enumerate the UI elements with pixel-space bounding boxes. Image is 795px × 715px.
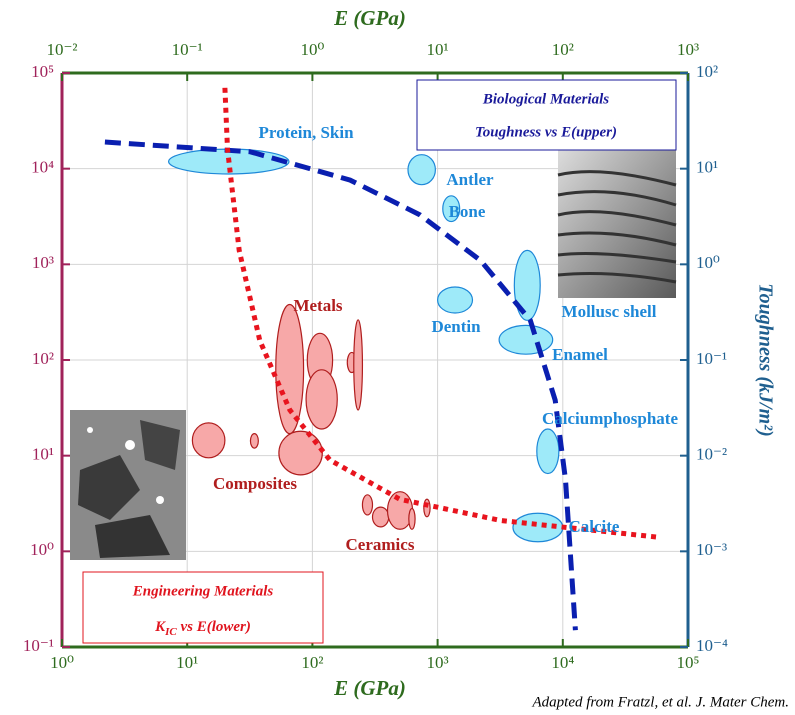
x-tick-label: 10² [301,653,323,672]
y2-tick-label: 10⁻⁴ [696,636,728,655]
x-tick-label: 10⁴ [551,653,574,672]
region-label: Mollusc shell [562,302,657,321]
region [372,507,388,527]
caption: Adapted from Fratzl, et al. J. Mater Che… [532,694,790,710]
region [192,423,225,458]
region-label: Composites [213,474,297,493]
y2-axis-title: Toughness (kJ/m²) [754,283,776,437]
sub-rest: vs E(lower) [177,619,251,635]
y2-tick-label: 10⁻² [696,445,727,464]
region [362,495,372,515]
x-tick-label: 10⁰ [50,653,74,672]
region [409,509,415,530]
x-tick-label: 10³ [427,653,449,672]
x-tick-label: 10¹ [176,653,198,672]
region [438,287,473,313]
region [306,370,337,429]
region [514,250,540,320]
y2-tick-label: 10⁻¹ [696,349,727,368]
y2-tick-label: 10⁰ [696,253,720,272]
bio-box-subtitle: Toughness vs E(upper) [475,124,617,140]
x2-tick-label: 10⁻¹ [172,40,203,59]
region-label: Metals [293,296,342,315]
y-tick-label: 10² [32,349,54,368]
region-label: Protein, Skin [258,123,354,142]
x2-axis-title: E (GPa) [333,6,406,30]
x-axis-title: E (GPa) [333,676,406,700]
region [537,429,559,474]
x2-tick-label: 10⁰ [300,40,324,59]
composite-micrograph [70,410,186,560]
region [279,431,322,475]
x2-tick-label: 10³ [677,40,699,59]
region-label: Enamel [552,345,608,364]
y-tick-label: 10¹ [32,445,54,464]
region-label: Bone [449,202,486,221]
y2-tick-label: 10² [696,62,718,81]
y-tick-label: 10⁵ [31,62,54,81]
region-label: Antler [446,170,494,189]
region [354,320,363,410]
y-tick-label: 10⁴ [31,158,54,177]
y-tick-label: 10⁰ [30,540,54,559]
x2-tick-label: 10⁻² [46,40,77,59]
region-label: Ceramics [346,535,415,554]
y2-tick-label: 10¹ [696,158,718,177]
shell-micrograph [558,150,676,298]
y-tick-label: 10⁻¹ [23,636,54,655]
bio-box-title: Biological Materials [482,91,609,107]
chart: Protein, Skin Antler Bone Dentin Mollusc she… [0,0,795,715]
y2-tick-label: 10⁻³ [696,540,727,559]
eng-box-title: Engineering Materials [132,583,274,599]
y-tick-label: 10³ [32,253,54,272]
region-label: Dentin [431,317,481,336]
x2-tick-label: 10² [552,40,574,59]
region-label: Calciumphosphate [542,409,678,428]
region [424,499,430,516]
page: {"chart_data": { "type": "region-map", "… [0,0,795,715]
x2-tick-label: 10¹ [427,40,449,59]
x-tick-label: 10⁵ [677,653,700,672]
region [250,434,258,448]
region-label: Calcite [569,517,620,536]
sub-ic: IC [164,626,177,638]
region [499,325,553,354]
region [408,155,435,185]
region [276,305,304,434]
